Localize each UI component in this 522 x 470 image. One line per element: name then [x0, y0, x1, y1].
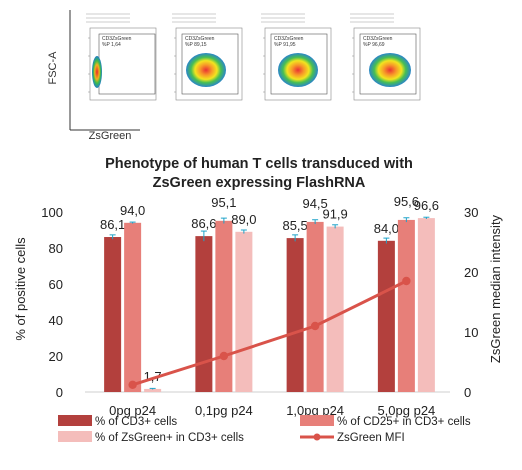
bar: [124, 222, 142, 392]
chart-title-line-1: Phenotype of human T cells transduced wi…: [105, 156, 413, 172]
y2-tick-label: 10: [464, 325, 478, 340]
flow-gate-name: CD3ZsGreen: [102, 36, 132, 42]
bar: [195, 236, 213, 392]
flow-gate: [270, 33, 328, 95]
flow-density-cloud: [278, 53, 318, 87]
legend-swatch: [58, 415, 92, 426]
bar: [306, 221, 324, 392]
data-label: 95,6: [394, 194, 419, 209]
y2-tick-label: 30: [464, 205, 478, 220]
data-label: 96,6: [414, 198, 439, 213]
bar: [144, 388, 162, 392]
y2-tick-label: 20: [464, 265, 478, 280]
flow-gate-percent: %P 89,15: [185, 42, 207, 48]
mfi-point: [310, 321, 320, 331]
legend-item: % of CD3+ cells: [58, 415, 177, 428]
y-tick-label: 20: [49, 349, 63, 364]
data-label: 85,5: [282, 218, 307, 233]
data-label: 89,0: [231, 212, 256, 227]
flow-gate-name: CD3ZsGreen: [363, 36, 393, 42]
flow-gate-percent: %P 1,64: [102, 42, 121, 48]
chart-title-line-2: ZsGreen expressing FlashRNA: [153, 175, 366, 191]
legend-label: ZsGreen MFI: [337, 432, 405, 444]
legend-label: % of ZsGreen+ in CD3+ cells: [95, 432, 244, 444]
y-axis-label: % of positive cells: [13, 237, 28, 341]
flow-density-cloud: [186, 53, 226, 87]
legend-item: % of ZsGreen+ in CD3+ cells: [58, 431, 244, 444]
bar: [326, 226, 344, 392]
mfi-point: [219, 351, 229, 361]
y-tick-label: 40: [49, 313, 63, 328]
mfi-point: [402, 276, 411, 286]
mfi-point: [128, 380, 137, 389]
flow-y-axis-label: FSC-A: [47, 51, 59, 85]
bar: [215, 220, 233, 392]
legend-swatch: [300, 415, 334, 426]
bar: [104, 237, 122, 392]
data-label: 84,0: [374, 221, 399, 236]
data-label: 94,5: [302, 196, 327, 211]
bar: [235, 231, 253, 392]
bar: [417, 218, 435, 392]
flow-panel: CD3ZsGreen%P 89,15: [172, 13, 243, 101]
y-tick-label: 0: [56, 385, 63, 400]
legend-label: % of CD3+ cells: [95, 416, 177, 428]
legend-label: % of CD25+ in CD3+ cells: [337, 416, 471, 428]
data-label: 86,1: [100, 217, 125, 232]
bar: [397, 219, 415, 392]
flow-gate: [181, 33, 239, 95]
flow-density-cloud: [92, 56, 102, 88]
flow-density-cloud: [369, 53, 411, 87]
flow-panel: CD3ZsGreen%P 1,64: [86, 13, 157, 101]
plot-area: 0 20 40 60 80 100 0 10 20 30 0pg p24 0,1pg p24 1,0pg…: [41, 194, 478, 418]
x-tick-label: 0,1pg p24: [195, 403, 253, 418]
y-tick-label: 80: [49, 241, 63, 256]
flow-panel: CD3ZsGreen%P 91,95: [261, 13, 332, 101]
data-label: 86,6: [191, 216, 216, 231]
x-tick-label: 0pg p24: [109, 403, 156, 418]
data-label: 91,9: [322, 207, 347, 222]
legend-swatch: [58, 431, 92, 442]
flow-gate-name: CD3ZsGreen: [274, 36, 304, 42]
flow-x-axis-label: ZsGreen: [89, 130, 132, 142]
data-label: 95,1: [211, 195, 236, 210]
bar: [377, 240, 395, 392]
flow-gate-name: CD3ZsGreen: [185, 36, 215, 42]
x-tick-label: 1,0pg p24: [286, 403, 344, 418]
flow-gate-percent: %P 96,69: [363, 42, 385, 48]
legend-item: % of CD25+ in CD3+ cells: [300, 415, 471, 428]
x-tick-label: 5,0pg p24: [377, 403, 435, 418]
y-tick-label: 100: [41, 205, 63, 220]
y2-axis-label: ZsGreen median intensity: [488, 214, 503, 363]
bar: [286, 238, 304, 392]
flow-gate-percent: %P 91,95: [274, 42, 296, 48]
flow-panel: CD3ZsGreen%P 96,69: [350, 13, 421, 101]
legend-marker: [313, 433, 321, 441]
y-tick-label: 60: [49, 277, 63, 292]
legend: % of CD3+ cells % of CD25+ in CD3+ cells%…: [58, 415, 471, 444]
mfi-line: [132, 279, 408, 387]
data-label: 94,0: [120, 203, 145, 218]
legend-item: ZsGreen MFI: [300, 432, 405, 444]
y2-tick-label: 0: [464, 385, 471, 400]
flow-gate: [359, 33, 417, 95]
